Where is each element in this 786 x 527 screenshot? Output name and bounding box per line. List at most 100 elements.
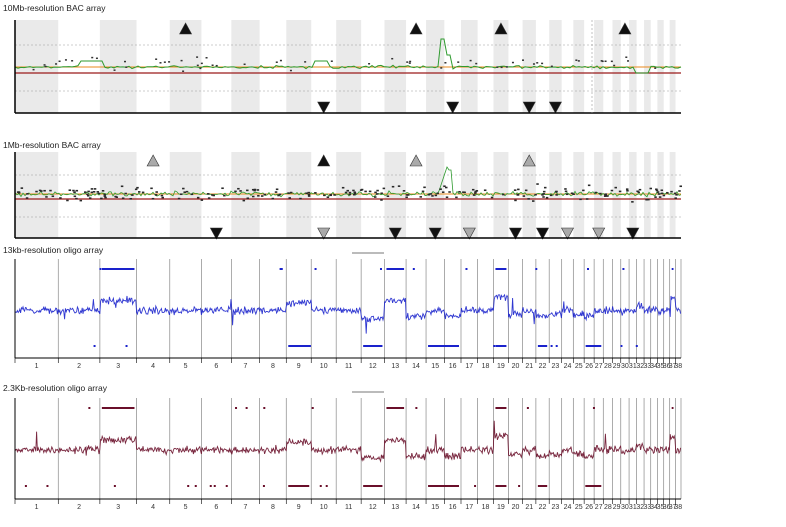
probe-point xyxy=(627,60,630,62)
aberration-markers xyxy=(146,154,640,240)
probe-point xyxy=(666,192,669,194)
x-tick-label: 34 xyxy=(650,504,658,511)
probe-point xyxy=(75,189,79,192)
probe-point xyxy=(654,67,657,69)
x-tick-label: 37 xyxy=(669,363,677,370)
probe-point xyxy=(380,345,383,347)
probe-point xyxy=(245,407,248,409)
probe-point xyxy=(180,59,183,62)
probe-point xyxy=(610,189,614,192)
x-tick-label: 14 xyxy=(412,504,420,511)
gain-triangle xyxy=(494,22,508,35)
probe-point xyxy=(182,70,185,72)
probe-point xyxy=(49,189,52,192)
probe-point xyxy=(280,268,283,270)
probe-point xyxy=(555,345,558,347)
probe-point xyxy=(155,58,158,60)
probe-point xyxy=(225,485,228,487)
probe-point xyxy=(415,407,418,409)
probe-point xyxy=(151,197,155,200)
chromosome-axis: 1 2 3 4 5 6 7 8 9 10 11 12 13 14 15 16 17 18 19 20 21 22 23 24 2… xyxy=(14,398,682,511)
panel-2-3kb-oligo: 2.3Kb-resolution oligo array 1 2 3 4 5 6 7 8 9 10… xyxy=(3,383,682,511)
probe-point xyxy=(449,345,452,347)
x-tick-label: 35 xyxy=(657,504,665,511)
probe-point xyxy=(326,196,330,199)
probe-point xyxy=(123,60,126,63)
probe-point xyxy=(348,191,352,194)
probe-point xyxy=(606,195,609,197)
probe-point xyxy=(212,194,215,197)
probe-point xyxy=(353,192,357,195)
panel-10mb-bac: 10Mb-resolution BAC array xyxy=(3,3,682,114)
chromosome-band xyxy=(669,152,676,238)
loss-triangle xyxy=(388,227,402,240)
probe-point xyxy=(527,198,530,200)
gain-triangle xyxy=(618,22,632,35)
probe-point xyxy=(405,196,408,199)
probe-point xyxy=(647,198,650,201)
x-tick-label: 3 xyxy=(116,504,120,511)
probe-point xyxy=(200,199,204,201)
probe-point xyxy=(38,189,42,192)
probe-point xyxy=(43,189,46,192)
probe-point xyxy=(376,189,379,192)
probe-point xyxy=(592,407,595,409)
probe-point xyxy=(532,63,535,65)
probe-point xyxy=(211,64,214,66)
gain-triangle xyxy=(317,154,331,167)
x-tick-label: 14 xyxy=(412,363,420,370)
x-tick-label: 33 xyxy=(643,363,651,370)
probe-point xyxy=(103,193,106,196)
chromosome-band xyxy=(384,152,407,238)
x-tick-label: 13 xyxy=(391,504,399,511)
probe-point xyxy=(341,186,345,189)
probe-point xyxy=(93,345,96,347)
probe-point xyxy=(35,190,38,193)
probe-point xyxy=(604,194,607,196)
probe-point xyxy=(46,485,49,487)
probe-point xyxy=(536,62,539,64)
gain-triangle xyxy=(522,154,536,167)
probe-point xyxy=(83,191,87,193)
probe-point xyxy=(134,188,138,191)
probe-point xyxy=(20,187,24,189)
probe-point xyxy=(364,190,367,193)
x-tick-label: 1 xyxy=(35,504,39,511)
probe-point xyxy=(125,345,128,347)
x-tick-label: 37 xyxy=(669,504,677,511)
probe-point xyxy=(474,485,477,487)
probe-point xyxy=(66,199,69,202)
probe-point xyxy=(441,191,445,194)
probe-point xyxy=(513,189,517,191)
probe-point xyxy=(207,197,211,199)
gain-triangle xyxy=(146,154,160,167)
probe-point xyxy=(161,196,164,199)
chromosome-band xyxy=(629,152,637,238)
probe-point xyxy=(465,268,468,270)
probe-point xyxy=(278,193,282,196)
probe-point xyxy=(129,197,133,200)
probe-point xyxy=(386,195,390,198)
x-tick-label: 29 xyxy=(613,504,621,511)
probe-point xyxy=(305,192,308,195)
x-tick-label: 9 xyxy=(297,504,301,511)
probe-point xyxy=(463,191,466,194)
probe-point xyxy=(575,59,578,61)
probe-point xyxy=(550,65,553,68)
probe-point xyxy=(522,195,526,197)
probe-point xyxy=(333,194,336,196)
probe-point xyxy=(380,192,383,195)
probe-point xyxy=(26,193,29,195)
probe-point xyxy=(472,194,476,196)
probe-point xyxy=(177,197,181,200)
probe-point xyxy=(626,190,629,192)
probe-point xyxy=(534,193,537,196)
x-tick-label: 8 xyxy=(271,363,275,370)
probe-point xyxy=(271,197,275,200)
probe-point xyxy=(289,69,292,72)
probe-point xyxy=(183,191,186,194)
probe-point xyxy=(344,191,348,194)
series-trace xyxy=(14,166,682,198)
probe-point xyxy=(457,61,460,63)
probe-point xyxy=(90,188,94,190)
